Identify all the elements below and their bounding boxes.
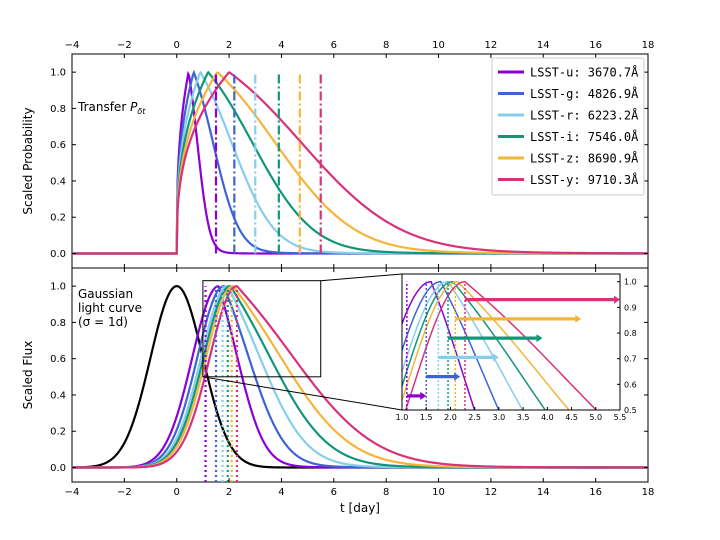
x-tick-label-top-7: 10: [432, 40, 445, 51]
x-tick-label-bottom-0: −4: [65, 487, 80, 498]
x-tick-label-bottom-2: 0: [174, 487, 180, 498]
x-tick-label-bottom-4: 4: [278, 487, 284, 498]
inset-y-tick-label-3: 0.8: [624, 329, 637, 338]
inset-x-tick-label-2: 2.0: [444, 413, 457, 422]
legend-label-LSST-y: LSST-y: 9710.3Å: [530, 172, 639, 187]
inset-x-tick-label-9: 5.5: [614, 413, 627, 422]
x-tick-label-top-10: 16: [589, 40, 602, 51]
inset-arrowhead-LSST-y: [614, 295, 620, 304]
inset-x-tick-label-8: 5.0: [589, 413, 602, 422]
y-tick-label-0-0: 0.0: [50, 249, 66, 260]
legend-label-LSST-i: LSST-i: 7546.0Å: [530, 129, 639, 144]
x-axis-label: t [day]: [340, 501, 380, 515]
legend: LSST-u: 3670.7Å LSST-g: 4826.9Å LSST-r: 62…: [491, 57, 645, 196]
inset-arrowhead-LSST-u: [420, 391, 427, 400]
inset-x-tick-label-0: 1.0: [396, 413, 409, 422]
inset-y-tick-label-5: 1.0: [624, 278, 637, 287]
y-tick-label-0-1: 0.2: [50, 213, 66, 224]
legend-label-LSST-u: LSST-u: 3670.7Å: [530, 65, 639, 80]
x-tick-label-bottom-11: 18: [642, 487, 655, 498]
x-tick-label-top-4: 4: [278, 40, 284, 51]
panel-gaussian-annotation-line-1: Gaussian: [78, 287, 133, 301]
x-tick-label-top-2: 0: [174, 40, 180, 51]
y-tick-label-1-1: 0.2: [50, 427, 66, 438]
x-tick-label-bottom-6: 8: [383, 487, 389, 498]
zoom-indicator: [202, 273, 403, 411]
inset-arrowhead-LSST-z: [575, 314, 582, 323]
x-tick-label-bottom-7: 10: [432, 487, 445, 498]
inset-x-tick-label-6: 4.0: [541, 413, 554, 422]
y-tick-label-0-4: 0.8: [50, 104, 66, 115]
x-tick-label-top-0: −4: [65, 40, 80, 51]
transfer-curve-LSST-y: [72, 71, 648, 255]
x-tick-label-bottom-3: 2: [226, 487, 232, 498]
inset-x-tick-label-5: 3.5: [517, 413, 530, 422]
inset-y-tick-label-1: 0.6: [624, 380, 637, 389]
x-tick-label-top-3: 2: [226, 40, 232, 51]
y-tick-label-1-2: 0.4: [50, 390, 66, 401]
inset-arrowhead-LSST-g: [454, 372, 461, 381]
inset-flux-curve-LSST-g: [402, 280, 500, 410]
inset-x-tick-label-3: 2.5: [468, 413, 481, 422]
inset-x-tick-label-7: 4.5: [565, 413, 578, 422]
x-tick-label-top-8: 12: [485, 40, 498, 51]
y-tick-label-1-0: 0.0: [50, 463, 66, 474]
legend-label-LSST-z: LSST-z: 8690.9Å: [530, 151, 639, 166]
inset-flux-curve-LSST-y: [404, 280, 598, 410]
inset-x-tick-label-1: 1.5: [420, 413, 433, 422]
y-tick-label-0-5: 1.0: [50, 68, 66, 79]
zoom-box: [202, 280, 322, 378]
inset-y-tick-label-2: 0.7: [624, 355, 637, 364]
flux-curve-LSST-y: [72, 285, 648, 469]
inset-frame: [401, 273, 621, 411]
inset-arrowhead-LSST-i: [536, 334, 543, 343]
y-tick-label-1-4: 0.8: [50, 318, 66, 329]
inset-x-tick-label-4: 3.0: [493, 413, 506, 422]
y-tick-label-1-5: 1.0: [50, 282, 66, 293]
x-tick-label-bottom-10: 16: [589, 487, 602, 498]
zoom-connector-upper: [320, 273, 403, 282]
panel-gaussian-ylabel: Scaled Flux: [21, 341, 35, 410]
panel-gaussian: 0.00.20.40.60.81.0 Gaussian light curve …: [21, 267, 649, 483]
y-tick-label-1-3: 0.6: [50, 354, 66, 365]
legend-frame: [491, 57, 645, 196]
x-tick-label-top-6: 8: [383, 40, 389, 51]
y-tick-label-0-3: 0.6: [50, 140, 66, 151]
panel-gaussian-frame: [71, 267, 649, 483]
panel-transfer-annotation: Transfer Pδt: [77, 100, 146, 116]
inset-flux-curve-LSST-r: [402, 280, 524, 410]
x-tick-label-bottom-9: 14: [537, 487, 550, 498]
x-tick-label-top-9: 14: [537, 40, 550, 51]
x-tick-label-top-5: 6: [331, 40, 337, 51]
inset-y-tick-label-4: 0.9: [624, 303, 637, 312]
y-tick-label-0-2: 0.4: [50, 176, 66, 187]
inset-axes: 1.0 1.5 2.0 2.5 3.0 3.5 4.0 4.5 5.0 5.50.5 0.6 0.7 0…: [396, 273, 637, 422]
x-tick-label-top-11: 18: [642, 40, 655, 51]
legend-label-LSST-g: LSST-g: 4826.9Å: [530, 86, 639, 101]
legend-label-LSST-r: LSST-r: 6223.2Å: [530, 108, 639, 123]
x-tick-label-top-1: −2: [117, 40, 132, 51]
panel-transfer-ylabel: Scaled Probability: [21, 107, 35, 214]
x-tick-label-bottom-5: 6: [331, 487, 337, 498]
inset-y-tick-label-0: 0.5: [624, 406, 637, 415]
x-tick-label-bottom-1: −2: [117, 487, 132, 498]
panel-gaussian-annotation-line-2: light curve: [78, 301, 142, 315]
inset-arrowhead-LSST-r: [492, 353, 499, 362]
panel-transfer: 0.0 0.2 0.4 0.6 0.8 1.0 −4 −4 −2 −2 0 0 2 2 4 4 6 6 8 8 10 10…: [21, 40, 654, 498]
panel-gaussian-annotation-line-3: (σ = 1d): [78, 315, 128, 329]
zoom-connector-lower: [202, 376, 403, 411]
x-tick-label-bottom-8: 12: [485, 487, 498, 498]
